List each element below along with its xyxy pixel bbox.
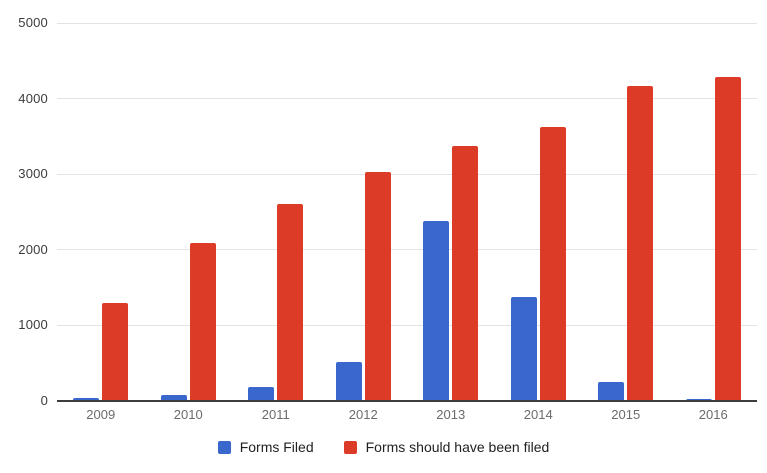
bar: [160, 395, 187, 401]
bar: [277, 204, 304, 401]
bar: [73, 398, 100, 401]
bar: [539, 127, 566, 401]
y-tick-label: 1000: [18, 317, 48, 333]
bar-group-2013: [423, 146, 479, 401]
y-tick-label: 4000: [18, 90, 48, 106]
bar: [714, 77, 741, 401]
x-tick-label: 2009: [86, 407, 116, 422]
gridline: [57, 22, 757, 24]
bar-group-2010: [160, 243, 216, 401]
x-tick-label: 2012: [348, 407, 378, 422]
x-tick-label: 2010: [173, 407, 203, 422]
x-tick-label: 2013: [436, 407, 466, 422]
legend-label: Forms should have been filed: [365, 439, 550, 455]
bar-group-2014: [510, 127, 566, 401]
legend: Forms Filed Forms should have been filed: [0, 438, 767, 456]
x-tick-label: 2014: [523, 407, 553, 422]
bar: [189, 243, 216, 401]
bar: [627, 86, 654, 401]
gridline: [57, 324, 757, 326]
bar-group-2016: [685, 77, 741, 401]
bar-groups: [57, 23, 757, 401]
y-tick-label: 2000: [18, 241, 48, 257]
x-axis-line: [57, 400, 757, 402]
plot-area: [57, 22, 757, 402]
x-axis: 2009 2010 2011 2012 2013 2014 2015 2016: [57, 407, 757, 423]
bar-group-2011: [248, 204, 304, 401]
legend-label: Forms Filed: [239, 439, 314, 455]
bar: [248, 387, 275, 401]
bar: [335, 362, 362, 401]
x-tick-label: 2016: [698, 407, 728, 422]
bar: [598, 382, 625, 401]
x-tick-label: 2011: [261, 407, 290, 422]
x-tick-label: 2015: [611, 407, 641, 422]
y-tick-label: 0: [40, 393, 48, 408]
bar-group-2015: [598, 86, 654, 401]
legend-item: Forms should have been filed: [343, 438, 550, 456]
bar: [510, 297, 537, 401]
y-axis: 0 1000 2000 3000 4000 5000: [0, 15, 48, 408]
bar: [364, 172, 391, 401]
gridline: [57, 249, 757, 251]
bar-group-2009: [73, 303, 129, 401]
bar: [102, 303, 129, 401]
legend-item: Forms Filed: [217, 438, 314, 456]
bar: [423, 221, 450, 401]
bar-group-2012: [335, 172, 391, 401]
legend-swatch: [217, 440, 231, 454]
y-tick-label: 5000: [18, 15, 48, 30]
gridline: [57, 173, 757, 175]
legend-swatch: [343, 440, 357, 454]
y-tick-label: 3000: [18, 166, 48, 182]
bar: [452, 146, 479, 401]
gridline: [57, 98, 757, 100]
